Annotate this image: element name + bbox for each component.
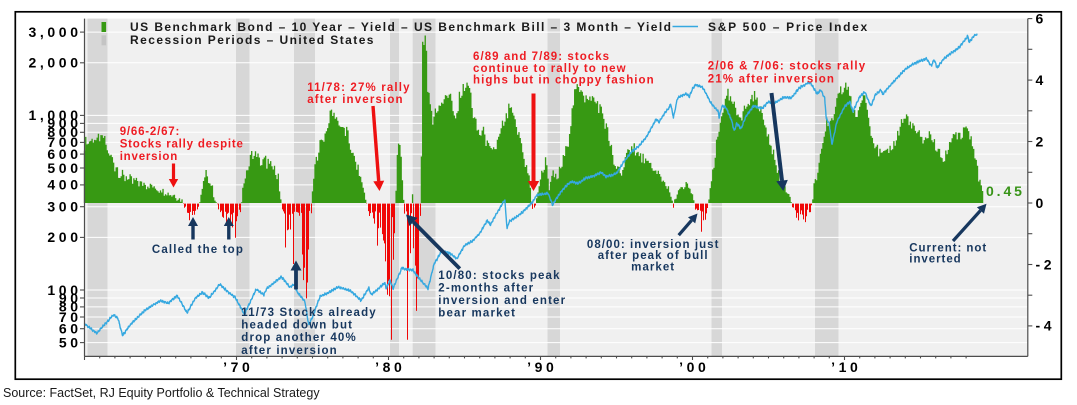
svg-text:continue to rally to new: continue to rally to new <box>473 63 627 75</box>
svg-text:Recession Periods – United Sta: Recession Periods – United States <box>130 33 375 47</box>
svg-text:inverted: inverted <box>909 254 961 266</box>
svg-text:-4: -4 <box>1036 318 1056 334</box>
svg-text:9/66-2/67:: 9/66-2/67: <box>120 126 180 138</box>
svg-text:400: 400 <box>47 177 81 193</box>
svg-text:300: 300 <box>47 199 81 215</box>
svg-text:100: 100 <box>47 282 81 298</box>
svg-text:6: 6 <box>1036 10 1047 26</box>
svg-text:inversion and enter: inversion and enter <box>438 295 566 307</box>
svg-text:08/00: inversion just: 08/00: inversion just <box>587 239 720 251</box>
svg-text:90: 90 <box>59 290 82 306</box>
svg-text:0: 0 <box>1036 195 1047 211</box>
svg-text:1,000: 1,000 <box>29 107 82 123</box>
svg-text:700: 700 <box>47 134 81 150</box>
svg-text:2: 2 <box>1036 133 1047 149</box>
svg-text:70: 70 <box>59 309 82 325</box>
svg-text:’80: ’80 <box>375 359 405 375</box>
svg-text:US Benchmark Bond – 10 Year –: US Benchmark Bond – 10 Year – Yield – US… <box>130 20 672 34</box>
svg-text:bear market: bear market <box>438 307 516 319</box>
svg-text:10/80: stocks peak: 10/80: stocks peak <box>438 270 560 282</box>
svg-text:after inversion: after inversion <box>307 94 404 106</box>
svg-text:after peak of bull: after peak of bull <box>598 250 709 262</box>
svg-text:market: market <box>631 262 675 274</box>
svg-text:2/06 & 7/06: stocks rally: 2/06 & 7/06: stocks rally <box>708 61 867 73</box>
svg-text:2,000: 2,000 <box>29 55 82 71</box>
svg-text:Current: not: Current: not <box>909 243 987 255</box>
svg-text:-2: -2 <box>1036 256 1056 272</box>
svg-text:600: 600 <box>47 146 81 162</box>
svg-text:11/78: 27% rally: 11/78: 27% rally <box>307 82 410 94</box>
svg-text:’10: ’10 <box>831 359 861 375</box>
svg-text:80: 80 <box>59 299 82 315</box>
svg-text:6/89 and 7/89: stocks: 6/89 and 7/89: stocks <box>473 51 610 63</box>
svg-text:60: 60 <box>59 321 82 337</box>
svg-text:11/73 Stocks already: 11/73 Stocks already <box>241 307 377 319</box>
svg-text:800: 800 <box>47 124 81 140</box>
svg-text:’00: ’00 <box>679 359 709 375</box>
svg-text:inversion: inversion <box>120 151 178 163</box>
svg-text:21% after inversion: 21% after inversion <box>708 74 835 86</box>
svg-text:500: 500 <box>47 160 81 176</box>
svg-text:3,000: 3,000 <box>29 24 82 40</box>
svg-text:Called the top: Called the top <box>152 244 244 256</box>
svg-text:50: 50 <box>59 334 82 350</box>
svg-text:900: 900 <box>47 115 81 131</box>
svg-text:highs but in choppy fashion: highs but in choppy fashion <box>473 75 655 87</box>
svg-text:Stocks rally despite: Stocks rally despite <box>120 139 244 151</box>
svg-text:’90: ’90 <box>527 359 557 375</box>
svg-text:S&P 500 – Price Index: S&P 500 – Price Index <box>708 20 869 34</box>
svg-text:2-months after: 2-months after <box>438 282 534 294</box>
svg-text:drop another 40%: drop another 40% <box>241 332 357 344</box>
svg-text:4: 4 <box>1036 72 1047 88</box>
svg-text:200: 200 <box>47 229 81 245</box>
svg-text:’70: ’70 <box>223 359 253 375</box>
svg-text:headed down but: headed down but <box>241 320 353 332</box>
svg-text:after inversion: after inversion <box>241 345 337 357</box>
svg-text:0.45: 0.45 <box>986 183 1025 199</box>
